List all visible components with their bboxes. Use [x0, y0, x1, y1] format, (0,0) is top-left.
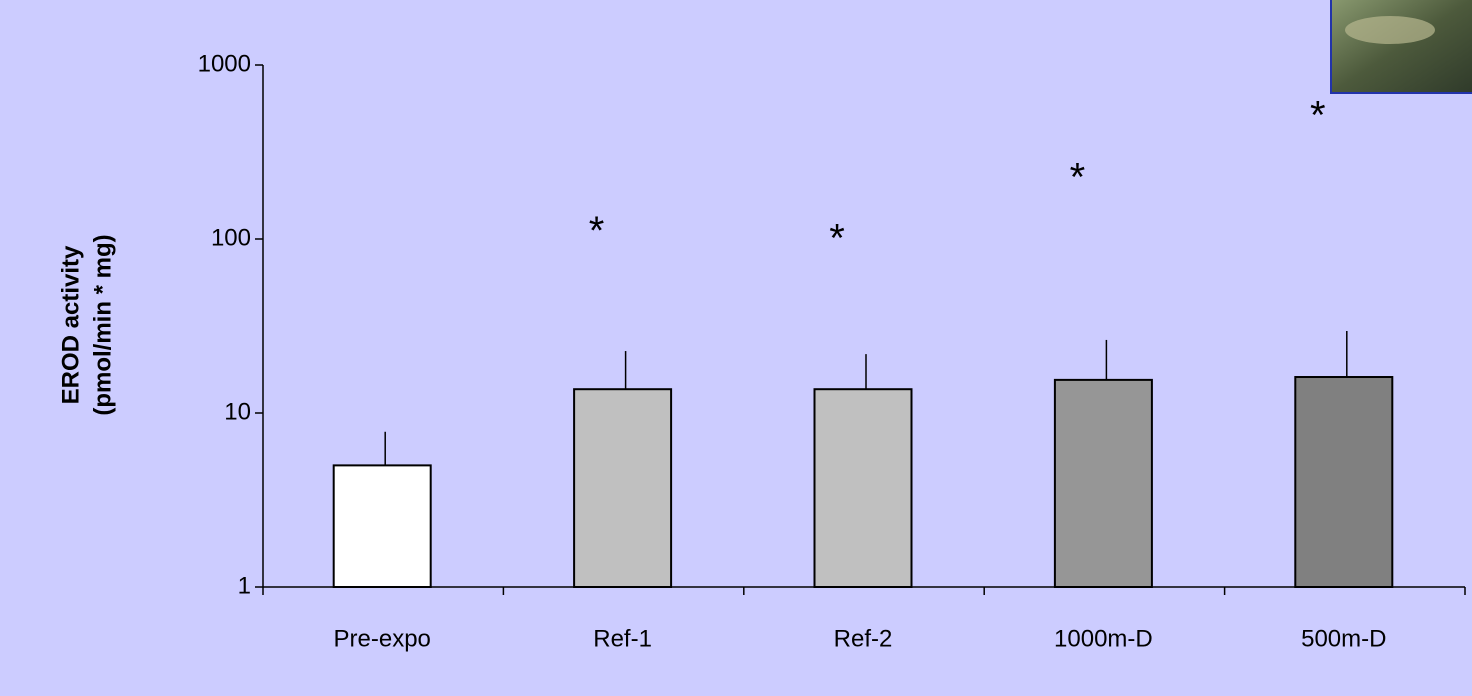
x-tick-label: Ref-1: [593, 625, 652, 652]
y-axis-title: EROD activity (pmol/min * mg): [57, 234, 116, 415]
bar: [1053, 378, 1153, 589]
x-tick-label: Ref-2: [834, 625, 893, 652]
x-tick-label: 1000m-D: [1054, 625, 1153, 652]
y-tick-label: 100: [211, 224, 251, 251]
bar: [332, 464, 432, 588]
x-tick-label: 500m-D: [1301, 625, 1386, 652]
y-axis-title-line: EROD activity: [57, 245, 84, 404]
bar: [1294, 376, 1394, 588]
significance-marker: *: [829, 217, 845, 261]
significance-marker: *: [589, 209, 605, 253]
x-tick-label: Pre-expo: [334, 625, 431, 652]
significance-marker: *: [1310, 94, 1326, 138]
bar: [813, 388, 913, 589]
significance-marker: *: [1070, 155, 1086, 199]
y-tick-label: 10: [224, 398, 251, 425]
y-axis-title-line: (pmol/min * mg): [89, 234, 116, 415]
photo-detail: [1345, 16, 1435, 44]
photo: [1330, 0, 1472, 94]
bar: [573, 388, 673, 589]
y-tick-label: 1000: [198, 50, 251, 77]
y-tick-label: 1: [238, 572, 251, 599]
